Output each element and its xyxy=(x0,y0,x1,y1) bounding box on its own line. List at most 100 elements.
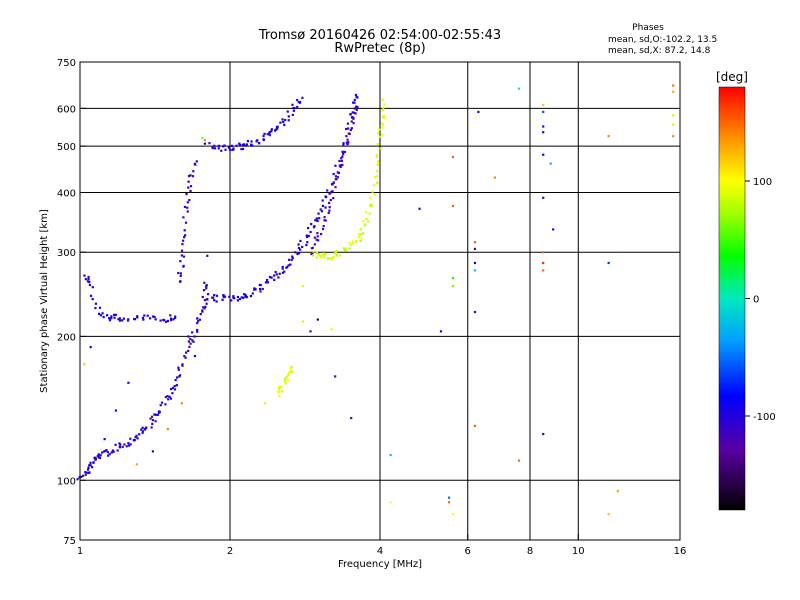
colorbar-tick-label: 100 xyxy=(753,177,772,188)
o-mode-point xyxy=(106,451,109,454)
scatter-point xyxy=(389,501,392,504)
o-mode-point xyxy=(339,165,342,169)
o-mode-point xyxy=(108,453,111,456)
o-mode-point xyxy=(334,178,337,181)
x-mode-point xyxy=(351,240,355,243)
o-mode-point xyxy=(244,293,247,296)
o-mode-point xyxy=(177,271,180,275)
scatter-point xyxy=(451,204,455,208)
o-mode-point xyxy=(238,142,241,145)
o-mode-point xyxy=(261,287,264,291)
o-mode-point xyxy=(191,331,194,334)
o-mode-point xyxy=(177,366,180,369)
x-mode-point xyxy=(322,256,326,259)
scatter-point xyxy=(263,402,267,405)
o-mode-point xyxy=(204,305,207,308)
o-mode-point xyxy=(326,189,329,192)
scatter-point xyxy=(135,463,138,466)
o-mode-point xyxy=(99,454,102,457)
scatter-point xyxy=(451,513,455,516)
o-mode-point xyxy=(250,143,253,146)
scatter-point xyxy=(316,318,319,321)
o-mode-point xyxy=(129,437,132,440)
o-mode-point xyxy=(311,251,314,255)
x-mode-point xyxy=(290,366,293,369)
o-mode-point xyxy=(160,401,164,404)
y-tick-label: 200 xyxy=(57,332,76,343)
scatter-point xyxy=(616,489,619,493)
o-mode-point xyxy=(254,288,257,291)
o-mode-point xyxy=(324,195,327,198)
o-mode-point xyxy=(105,449,108,452)
o-mode-point xyxy=(179,274,182,278)
o-mode-point xyxy=(163,319,166,322)
o-mode-point xyxy=(327,211,330,215)
o-mode-point xyxy=(175,376,179,379)
o-mode-point xyxy=(164,396,167,399)
o-mode-point xyxy=(174,316,177,319)
o-mode-point xyxy=(346,122,350,125)
o-mode-point xyxy=(215,300,218,303)
o-mode-point xyxy=(276,125,279,128)
o-mode-point xyxy=(166,319,169,323)
colorbar-tick-label: -100 xyxy=(753,412,776,423)
o-mode-point xyxy=(228,148,232,151)
o-mode-point xyxy=(84,278,87,281)
scatter-point xyxy=(114,409,118,412)
x-mode-point xyxy=(362,220,365,223)
o-mode-point xyxy=(223,144,226,147)
y-tick-label: 100 xyxy=(57,476,76,487)
o-mode-point xyxy=(106,314,109,317)
o-mode-point xyxy=(91,286,94,289)
o-mode-point xyxy=(298,248,302,251)
o-mode-point xyxy=(182,216,185,219)
scatter-point xyxy=(607,513,610,516)
o-mode-point xyxy=(284,118,287,122)
x-mode-point xyxy=(317,253,320,256)
x-mode-point xyxy=(283,380,287,383)
o-mode-point xyxy=(169,397,173,400)
o-mode-point xyxy=(236,295,239,299)
o-mode-point xyxy=(179,272,183,275)
scatter-point xyxy=(180,402,183,405)
o-mode-point xyxy=(121,445,124,449)
scatter-point xyxy=(350,416,353,420)
o-mode-point xyxy=(150,426,153,429)
o-mode-point xyxy=(324,206,327,209)
o-mode-point xyxy=(141,316,145,319)
o-mode-point xyxy=(187,186,190,189)
o-mode-point xyxy=(244,295,247,298)
o-mode-point xyxy=(352,117,355,120)
o-mode-point xyxy=(159,404,162,407)
o-mode-point xyxy=(281,271,285,274)
o-mode-point xyxy=(263,132,266,135)
x-mode-point xyxy=(372,184,376,187)
o-mode-point xyxy=(292,109,295,112)
scatter-point xyxy=(301,284,305,288)
o-mode-point xyxy=(338,159,341,163)
o-mode-point xyxy=(113,316,116,319)
o-mode-point xyxy=(211,296,214,299)
x-mode-point xyxy=(379,147,383,150)
o-mode-point xyxy=(173,384,176,388)
o-mode-point xyxy=(110,451,113,454)
o-mode-point xyxy=(266,281,269,284)
o-mode-point xyxy=(118,442,121,445)
scatter-point xyxy=(672,123,675,126)
o-mode-point xyxy=(352,122,355,125)
x-mode-point xyxy=(319,254,323,257)
o-mode-point xyxy=(286,110,289,113)
o-mode-point xyxy=(342,153,345,156)
o-mode-point xyxy=(220,149,223,152)
scatter-point xyxy=(127,381,130,384)
phases-o-stats: mean, sd,O:-102.2, 13.5 xyxy=(608,35,717,45)
o-mode-point xyxy=(150,415,154,418)
o-mode-point xyxy=(353,101,356,104)
o-mode-point xyxy=(355,95,358,98)
o-mode-point xyxy=(86,468,90,471)
o-mode-point xyxy=(118,319,122,322)
chart-subtitle: RwPretec (8p) xyxy=(334,41,425,56)
o-mode-point xyxy=(215,294,219,297)
scatter-point xyxy=(187,335,190,338)
